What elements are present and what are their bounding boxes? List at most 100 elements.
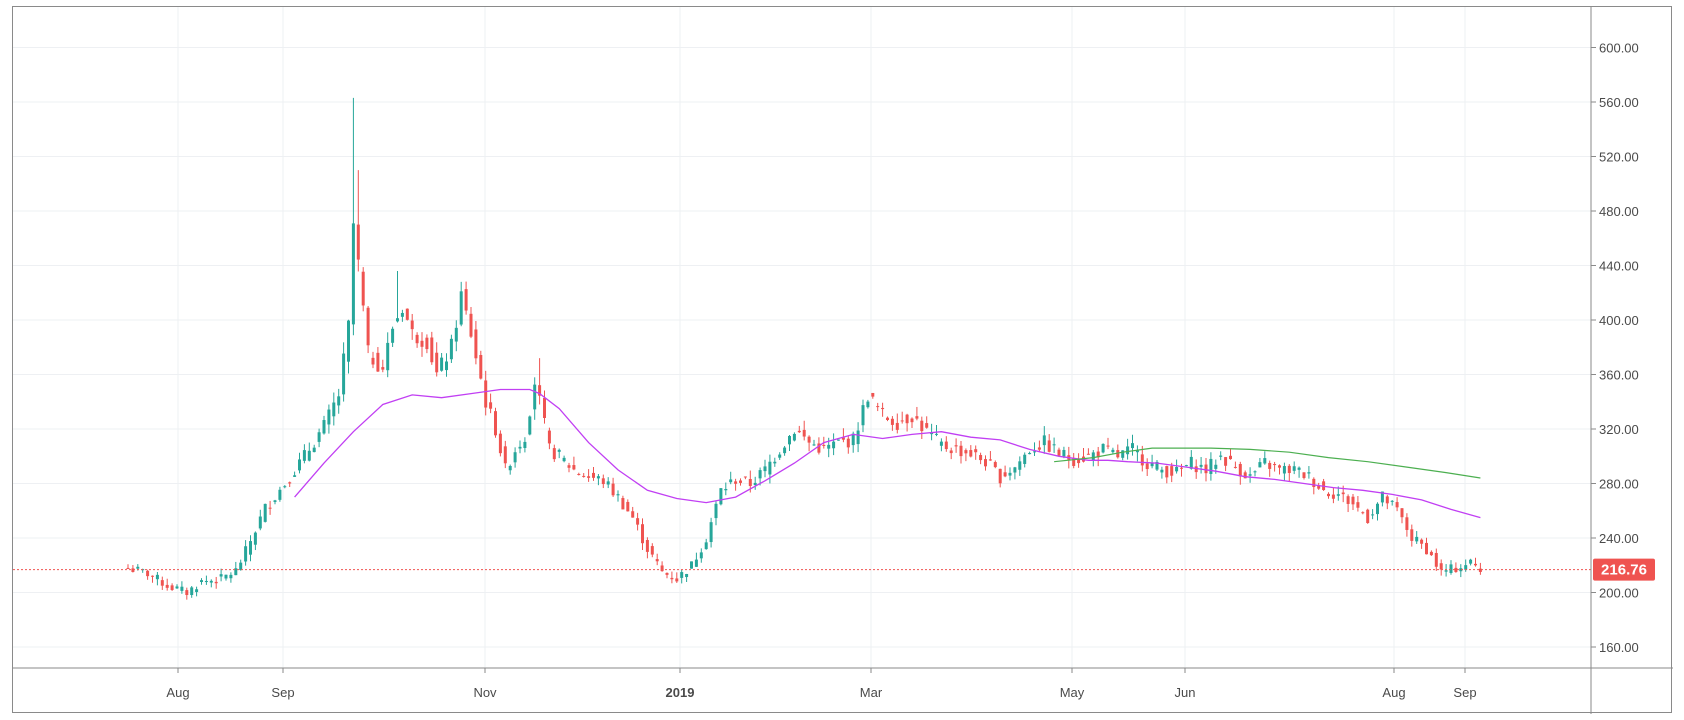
candle-body	[871, 392, 875, 397]
candle-body	[528, 416, 532, 435]
candle-body	[827, 444, 831, 449]
candle-body	[930, 432, 934, 435]
x-tick-label: Jun	[1175, 685, 1196, 700]
y-tick-label: 240.00	[1599, 531, 1639, 546]
candle-body	[1111, 449, 1115, 453]
candle-body	[724, 488, 728, 491]
candle-body	[993, 462, 997, 468]
candle-body	[185, 590, 189, 596]
candle-body	[1018, 461, 1022, 470]
candle-body	[1307, 472, 1311, 474]
candle-body	[1033, 451, 1036, 453]
candle-body	[415, 334, 419, 344]
candle-body	[498, 433, 502, 454]
candle-body	[1219, 455, 1223, 457]
candle-body	[1253, 471, 1257, 473]
candle-body	[136, 566, 140, 569]
candle-body	[925, 423, 929, 428]
candle-body	[660, 565, 664, 572]
candle-body	[1459, 568, 1463, 572]
candle-body	[1052, 444, 1056, 446]
candle-body	[788, 435, 791, 445]
y-tick-label: 520.00	[1599, 150, 1639, 165]
candle-body	[351, 223, 355, 325]
candle-body	[734, 481, 738, 484]
candle-body	[1199, 464, 1203, 467]
candle-body	[513, 452, 517, 463]
candle-body	[861, 405, 865, 426]
candle-body	[180, 586, 184, 591]
candle-body	[552, 448, 556, 460]
candle-body	[195, 589, 199, 593]
candle-body	[704, 542, 708, 550]
candle-body	[944, 441, 948, 450]
candle-body	[616, 494, 620, 496]
candle-body	[739, 480, 742, 483]
candle-body	[935, 433, 938, 435]
candlestick-chart[interactable]: 160.00 200.00 240.00 280.00 320.00 360.00 400.…	[13, 7, 1673, 714]
candle-body	[386, 342, 390, 371]
candle-body	[273, 500, 277, 502]
candle-body	[964, 450, 968, 454]
candle-body	[469, 313, 473, 337]
candle-body	[694, 559, 698, 567]
candle-body	[449, 338, 453, 360]
candle-body	[165, 584, 169, 588]
candle-body	[969, 450, 973, 457]
candle-body	[822, 444, 826, 446]
candle-body	[890, 418, 894, 425]
y-tick-label: 160.00	[1599, 640, 1639, 655]
candle-body	[430, 337, 434, 363]
candle-body	[1444, 570, 1448, 572]
candle-body	[410, 320, 414, 330]
candle-body	[459, 291, 463, 325]
candle-body	[763, 466, 767, 472]
candle-body	[523, 441, 527, 448]
x-tick-label: Aug	[166, 685, 189, 700]
candle-body	[959, 445, 963, 457]
x-tick-label: Mar	[860, 685, 883, 700]
x-tick-label: Nov	[473, 685, 497, 700]
candle-body	[636, 518, 640, 525]
candle-body	[1140, 454, 1144, 466]
candle-body	[1425, 542, 1428, 555]
candle-body	[396, 318, 399, 322]
candle-body	[175, 586, 179, 589]
candle-body	[753, 482, 757, 485]
candle-body	[1121, 450, 1125, 458]
candle-body	[1395, 502, 1399, 508]
candle-body	[587, 476, 591, 478]
candle-body	[920, 420, 924, 432]
candle-body	[1454, 567, 1458, 573]
candle-body	[1101, 443, 1105, 453]
candle-body	[1390, 500, 1394, 502]
candle-body	[518, 446, 522, 449]
ma-long-line	[1054, 447, 1481, 479]
candle-body	[1042, 435, 1046, 446]
candle-body	[361, 271, 365, 306]
candle-body	[812, 444, 816, 446]
candle-body	[160, 580, 164, 586]
candle-body	[190, 587, 194, 596]
price-axis[interactable]: 160.00 200.00 240.00 280.00 320.00 360.00 400.…	[1591, 41, 1639, 656]
candle-body	[1434, 552, 1438, 567]
candle-body	[1194, 466, 1198, 473]
candle-body	[204, 580, 208, 583]
candle-body	[1072, 458, 1076, 466]
candle-body	[278, 489, 282, 500]
x-tick-label: Aug	[1382, 685, 1405, 700]
candle-body	[1273, 464, 1277, 466]
candle-body	[655, 559, 659, 562]
x-tick-label: Sep	[271, 685, 294, 700]
candle-body	[988, 459, 992, 461]
candle-body	[400, 312, 404, 317]
time-axis[interactable]: Aug Sep Nov 2019 Mar May Jun Aug Sep	[166, 668, 1477, 700]
candle-body	[886, 417, 889, 420]
candle-body	[229, 574, 233, 579]
candle-body	[807, 436, 811, 443]
candle-body	[1243, 472, 1247, 479]
candle-body	[1341, 492, 1345, 495]
candle-body	[435, 352, 439, 373]
candle-body	[347, 320, 350, 362]
candle-body	[425, 337, 429, 350]
